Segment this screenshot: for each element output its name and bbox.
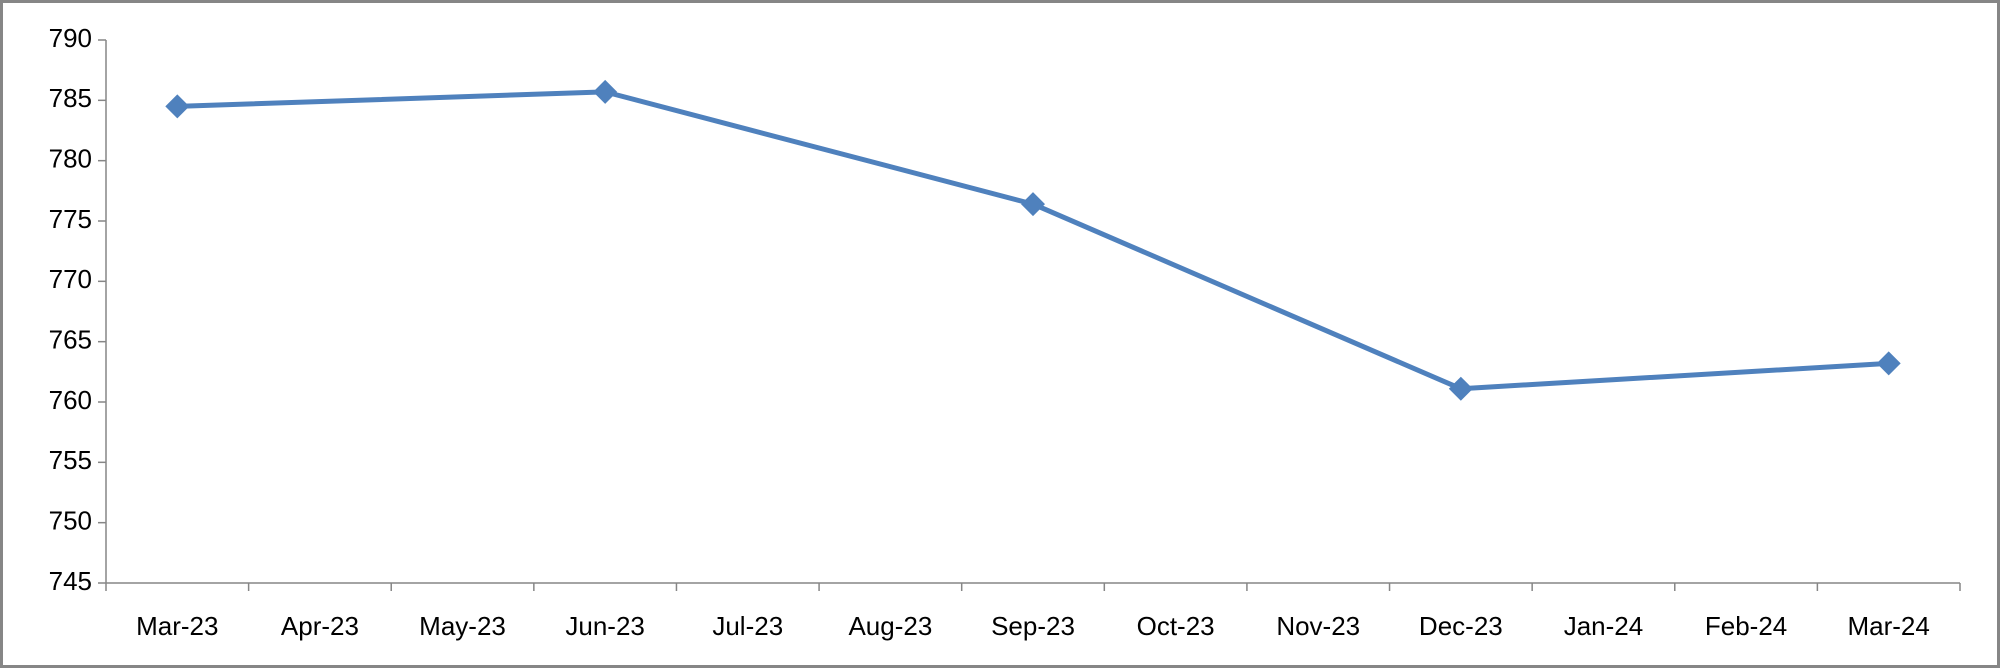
x-tick-label: Mar-23 <box>136 611 218 641</box>
marker <box>593 79 618 104</box>
marker <box>1448 376 1473 401</box>
y-tick-label: 760 <box>49 385 92 415</box>
x-tick-label: Jan-24 <box>1564 611 1644 641</box>
x-tick-label: May-23 <box>419 611 506 641</box>
marker <box>1021 192 1045 217</box>
x-tick-label: Mar-24 <box>1848 611 1930 641</box>
y-tick-label: 750 <box>49 506 92 536</box>
x-tick-label: Feb-24 <box>1705 611 1787 641</box>
x-tick-label: Apr-23 <box>281 611 359 641</box>
y-tick-label: 780 <box>49 144 92 174</box>
x-tick-label: Aug-23 <box>848 611 932 641</box>
x-tick-label: Sep-23 <box>991 611 1075 641</box>
y-tick-label: 790 <box>49 23 92 53</box>
y-tick-label: 785 <box>49 83 92 113</box>
x-tick-label: Nov-23 <box>1276 611 1360 641</box>
x-tick-label: Jun-23 <box>565 611 645 641</box>
x-tick-label: Dec-23 <box>1419 611 1503 641</box>
marker <box>1876 351 1901 376</box>
y-tick-label: 765 <box>49 325 92 355</box>
y-tick-label: 775 <box>49 204 92 234</box>
y-tick-label: 770 <box>49 264 92 294</box>
y-tick-label: 755 <box>49 445 92 475</box>
y-tick-label: 745 <box>49 566 92 596</box>
marker <box>165 94 190 119</box>
x-tick-label: Oct-23 <box>1137 611 1215 641</box>
x-tick-label: Jul-23 <box>712 611 783 641</box>
